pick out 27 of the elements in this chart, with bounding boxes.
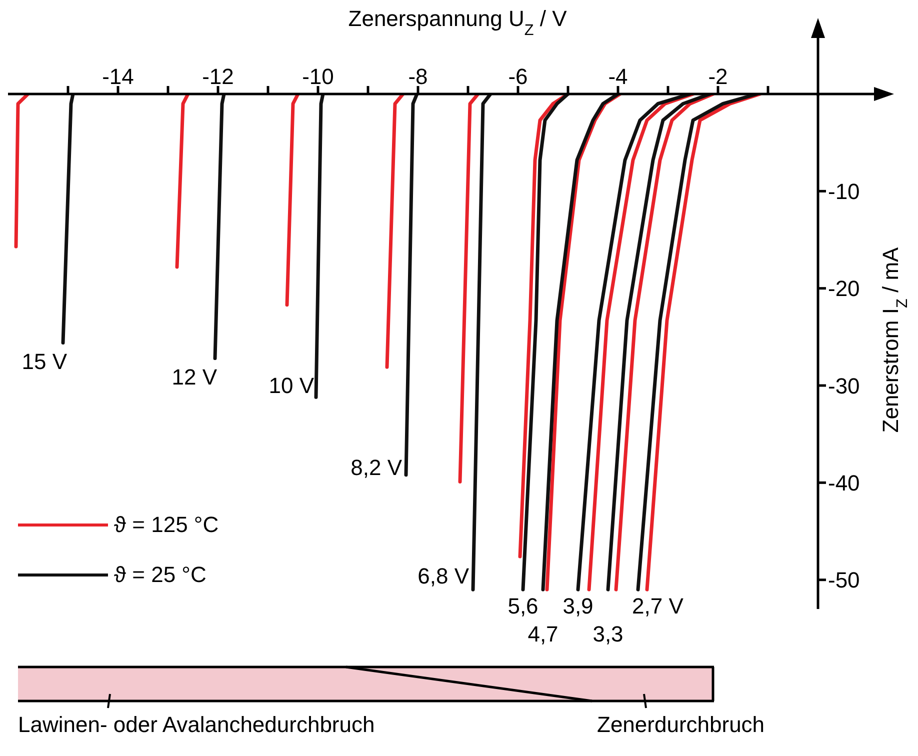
y-tick-label: -10 xyxy=(828,178,860,204)
annotation: 12 V xyxy=(172,364,218,390)
annotation: 4,7 xyxy=(528,622,558,647)
annotation: 2,7 V xyxy=(632,594,684,619)
x-tick-label: -8 xyxy=(408,64,428,89)
y-tick-label: -30 xyxy=(828,373,860,398)
x-tick-label: -12 xyxy=(202,64,234,89)
annotation: 3,3 xyxy=(592,622,624,647)
annotation: 15 V xyxy=(22,348,68,374)
y-tick-label: -20 xyxy=(828,276,860,302)
text: Zenerdurchbruch xyxy=(597,712,765,738)
annotation: 3,9 xyxy=(562,594,594,619)
annotation: 8,2 V xyxy=(350,454,402,480)
x-axis-title: Zenerspannung U$_{Z}$ / V xyxy=(348,6,568,38)
annotation: 10 V xyxy=(268,373,314,398)
y-tick-label: -50 xyxy=(828,568,860,593)
text: Lawinen- oder Avalanchedurchbruch xyxy=(18,712,375,738)
x-tick-label: -10 xyxy=(302,64,334,89)
legend-label: ϑ = 125 °C xyxy=(114,512,219,538)
legend-label: ϑ = 25 °C xyxy=(114,562,206,588)
y-tick-label: -40 xyxy=(828,470,860,496)
annotation: 5,6 xyxy=(508,594,538,619)
x-tick-label: -2 xyxy=(708,64,728,89)
x-tick-label: -4 xyxy=(608,64,628,89)
annotation: 6,8 V xyxy=(418,564,470,589)
x-tick-label: -14 xyxy=(102,64,134,89)
x-tick-label: -6 xyxy=(508,64,528,89)
